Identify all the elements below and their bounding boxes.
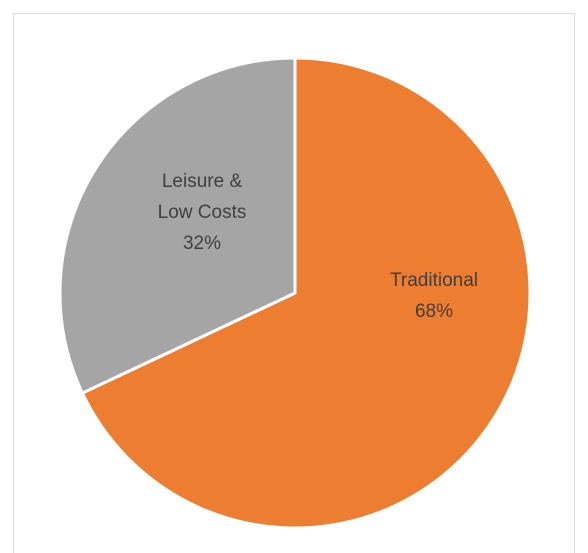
slice-label-line: 68% [415,301,453,322]
pie-labels: Traditional 68% Leisure & Low Costs 32% [158,171,478,322]
slice-label-line: Low Costs [158,202,247,223]
slice-label-1: Traditional 68% [390,270,478,322]
pie-slices [58,56,532,530]
pie-slice-2 [58,56,297,395]
slice-label-line: Traditional [390,270,478,291]
slice-label-line: Leisure & [162,171,243,192]
pie-slice-1 [80,56,532,530]
slice-label-line: 32% [183,233,221,254]
slice-label-2: Leisure & Low Costs 32% [158,171,247,254]
